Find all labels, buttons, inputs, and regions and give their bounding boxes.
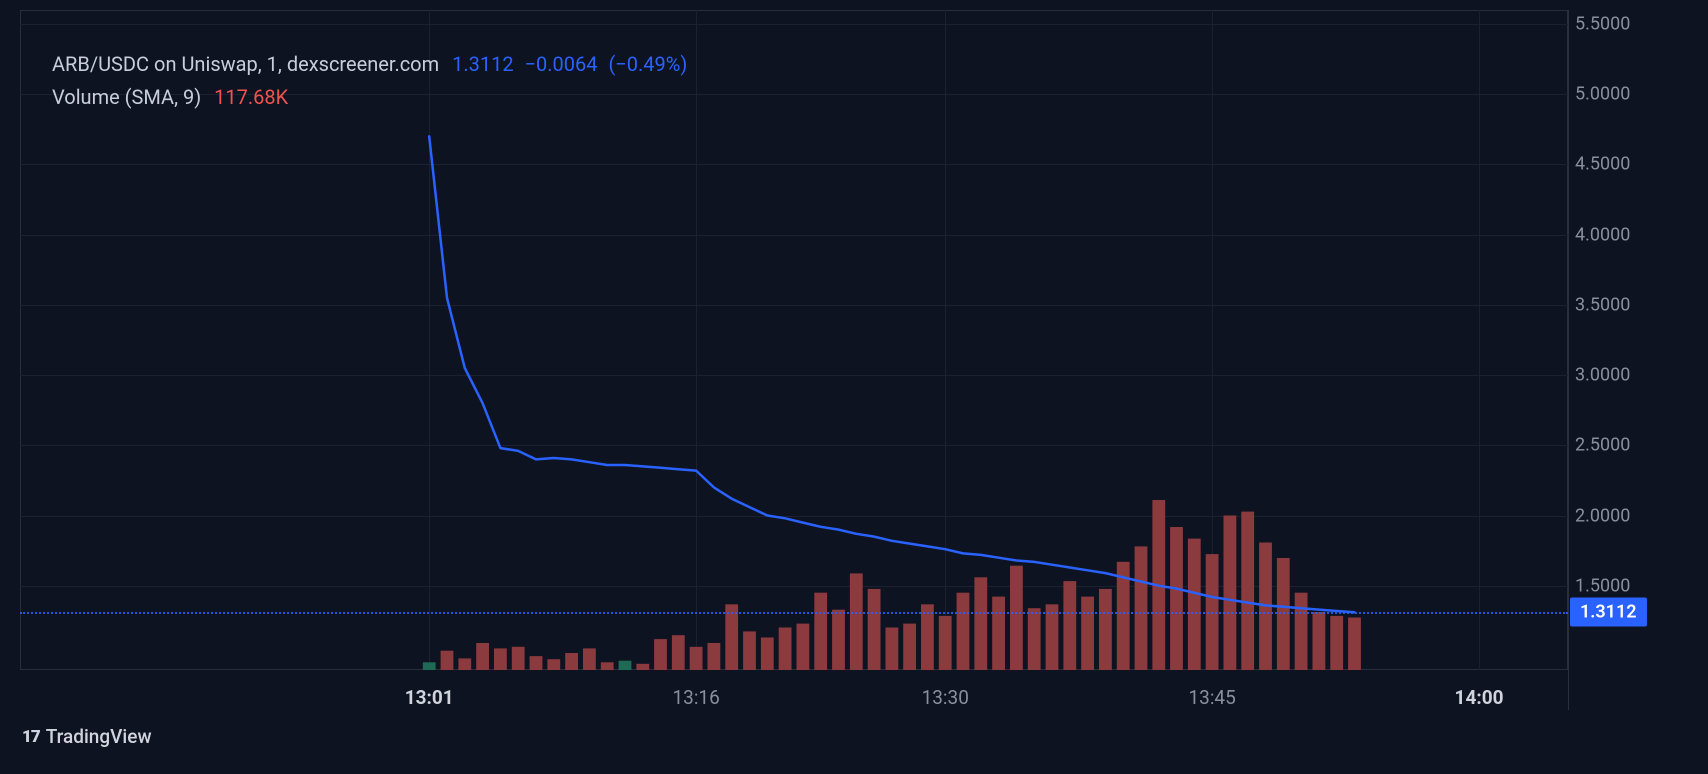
tradingview-attribution[interactable]: 17 TradingView [22,725,152,748]
x-tick-label: 13:30 [922,686,969,709]
legend-pair-label: ARB/USDC on Uniswap, 1, dexscreener.com [52,52,439,76]
legend-last-price: 1.3112 [452,52,513,76]
legend-volume-value: 117.68K [214,85,288,109]
gridline-v [945,10,946,670]
x-tick-label: 13:01 [405,686,454,709]
legend-row-pair: ARB/USDC on Uniswap, 1, dexscreener.com … [52,48,687,81]
axis-separator [1568,10,1569,710]
gridline-h [20,24,1568,25]
y-tick-label: 5.5000 [1575,14,1630,35]
y-tick-label: 3.0000 [1575,365,1630,386]
y-tick-label: 2.5000 [1575,435,1630,456]
y-tick-label: 4.0000 [1575,224,1630,245]
y-tick-label: 1.5000 [1575,575,1630,596]
current-price-line [20,612,1568,614]
legend-row-volume: Volume (SMA, 9) 117.68K [52,81,687,114]
x-tick-label: 13:16 [672,686,719,709]
gridline-v [696,10,697,670]
gridline-v [1479,10,1480,670]
y-tick-label: 3.5000 [1575,294,1630,315]
x-tick-label: 14:00 [1455,686,1504,709]
y-tick-label: 5.0000 [1575,84,1630,105]
gridline-v [1212,10,1213,670]
gridline-h [20,235,1568,236]
legend-change-abs: −0.0064 [525,52,598,76]
y-tick-label: 2.0000 [1575,505,1630,526]
gridline-h [20,164,1568,165]
y-axis[interactable]: 1.5000 2.0000 2.5000 3.0000 3.5000 4.0000 4.50… [1575,10,1695,670]
x-tick-label: 13:45 [1188,686,1235,709]
gridline-h [20,305,1568,306]
tradingview-brand-label: TradingView [46,725,152,748]
gridline-h [20,586,1568,587]
chart-legend: ARB/USDC on Uniswap, 1, dexscreener.com … [52,48,687,114]
legend-change-pct: (−0.49%) [608,52,687,76]
chart-plot-area[interactable]: ARB/USDC on Uniswap, 1, dexscreener.com … [20,10,1568,670]
legend-volume-label: Volume (SMA, 9) [52,85,201,109]
tradingview-logo-icon: 17 [22,727,40,747]
gridline-h [20,445,1568,446]
gridline-h [20,375,1568,376]
y-tick-label: 4.5000 [1575,154,1630,175]
current-price-tag: 1.3112 [1570,598,1647,627]
gridline-h [20,516,1568,517]
x-axis[interactable]: 13:01 13:16 13:30 13:45 14:00 [20,680,1568,720]
